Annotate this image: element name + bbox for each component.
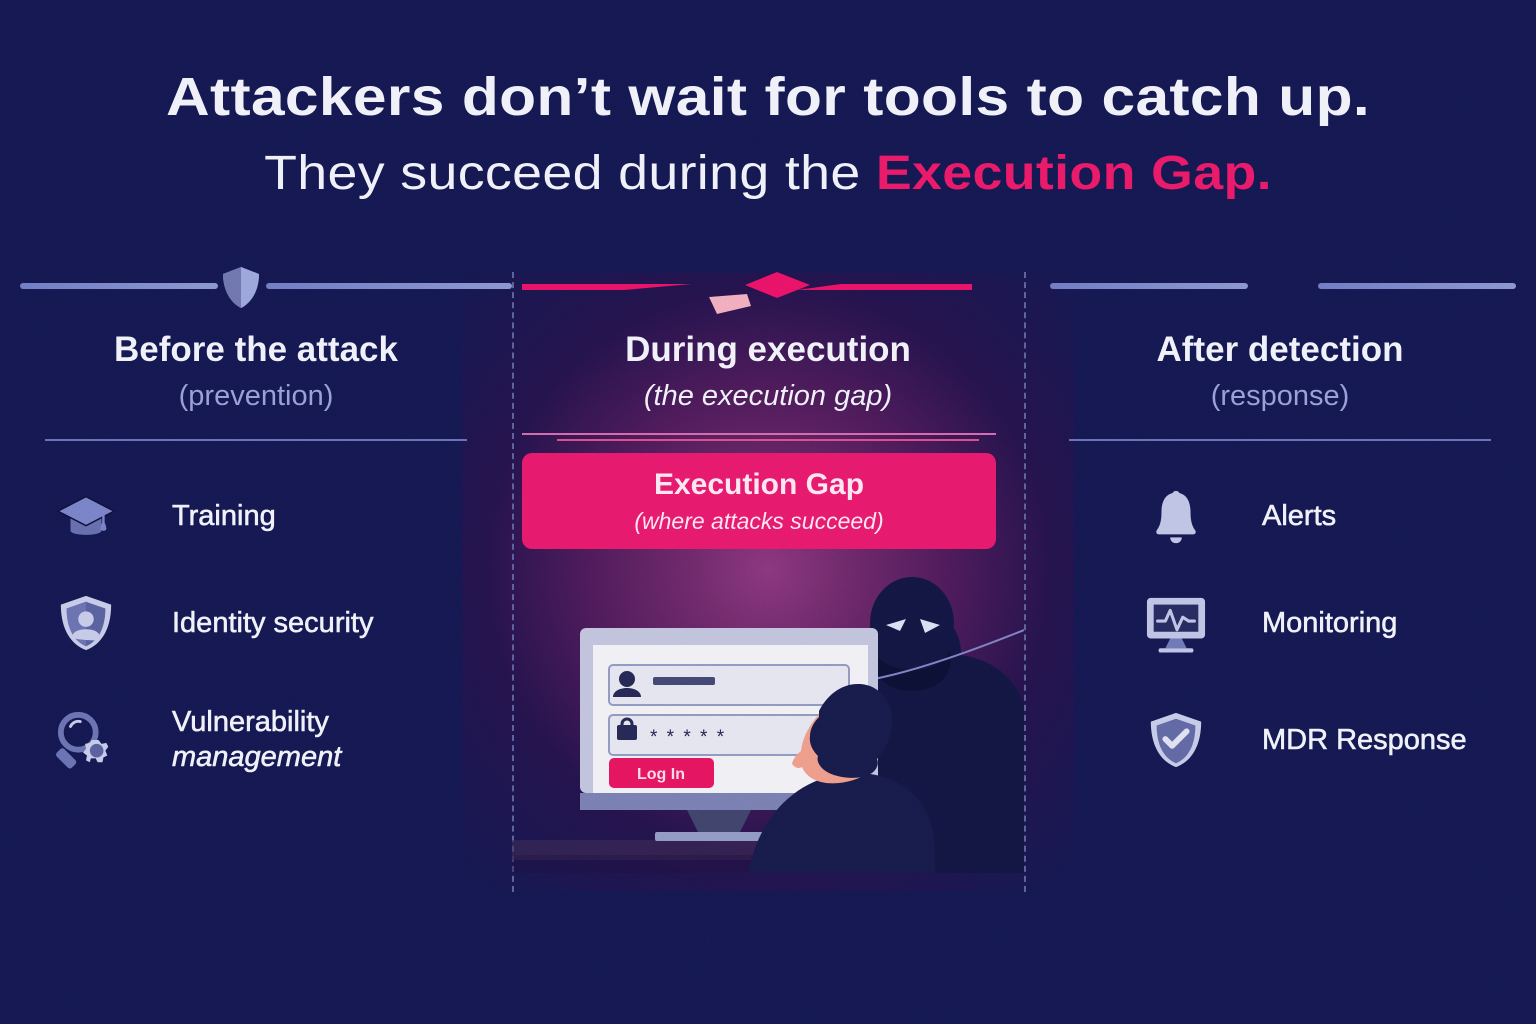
svg-text:* * * * *: * * * * * [650, 727, 726, 748]
svg-text:Log In: Log In [637, 766, 685, 783]
